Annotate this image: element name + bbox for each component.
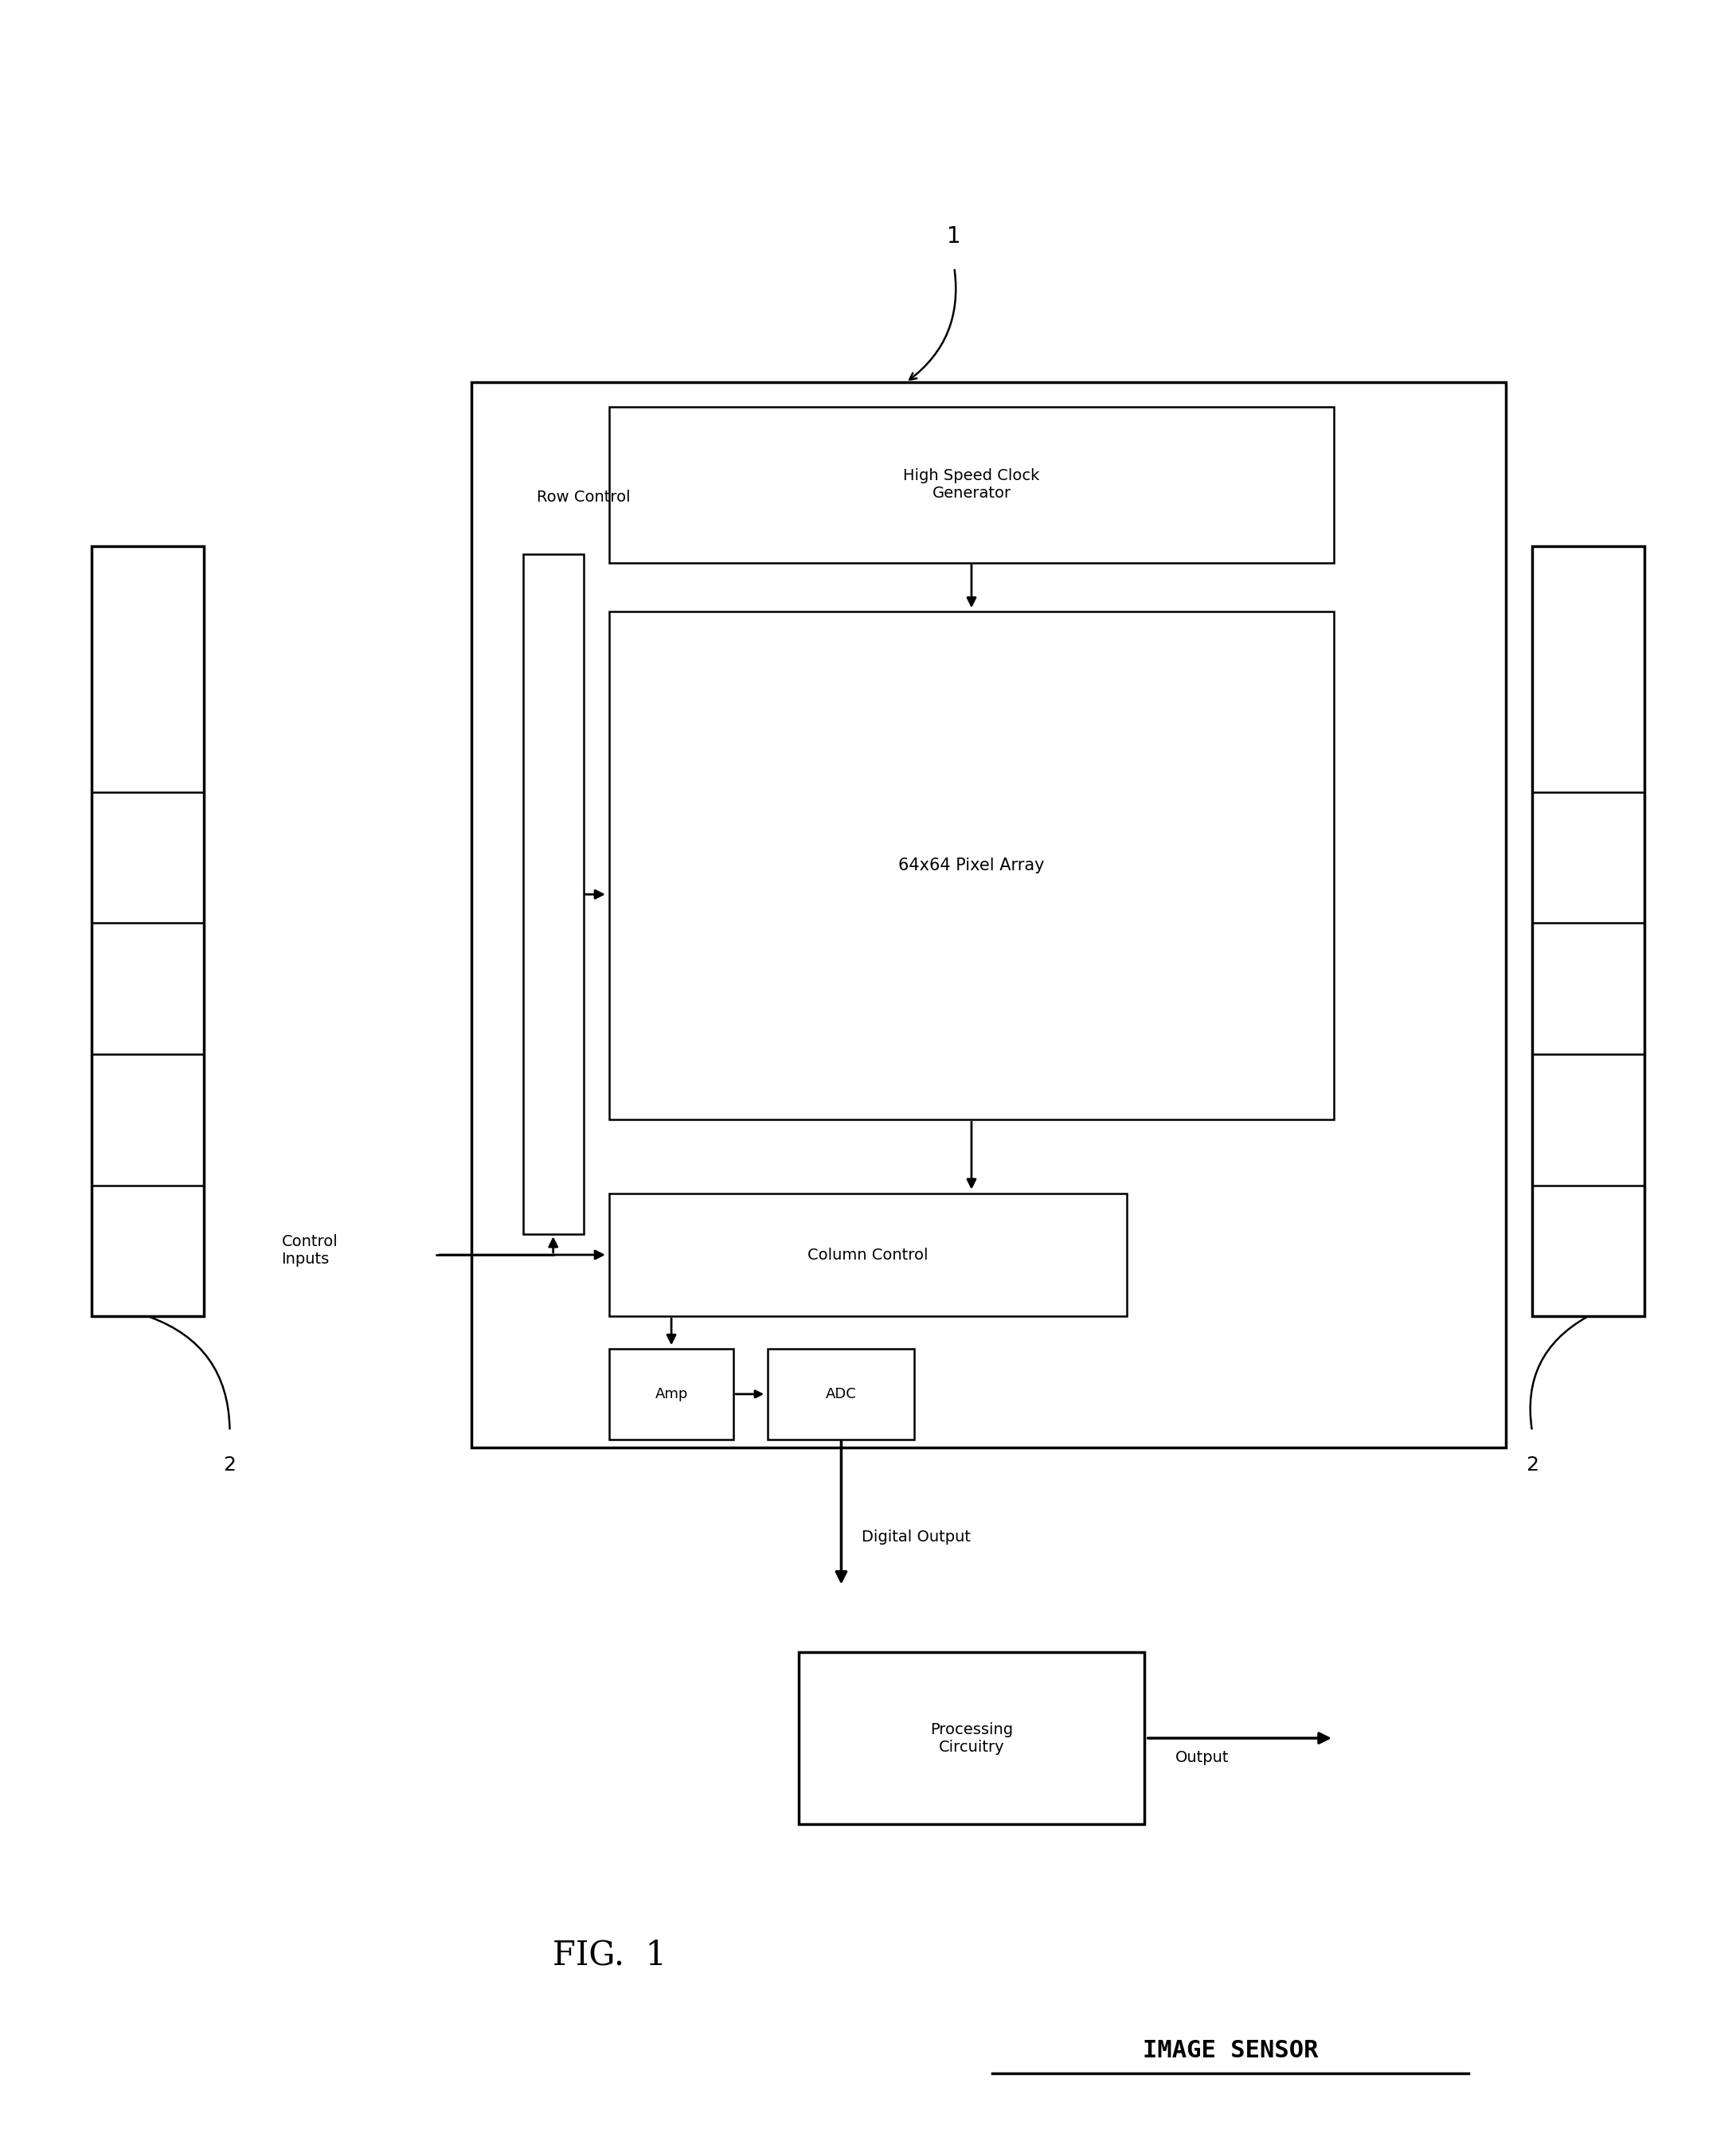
Bar <box>1533 546 1644 1317</box>
Text: Amp: Amp <box>654 1387 687 1400</box>
Text: Control
Inputs: Control Inputs <box>281 1235 339 1267</box>
Bar <box>767 1349 915 1439</box>
Text: 2: 2 <box>1526 1456 1538 1475</box>
Bar <box>609 1349 733 1439</box>
Text: High Speed Clock
Generator: High Speed Clock Generator <box>903 469 1040 501</box>
Text: 1: 1 <box>948 225 962 248</box>
Text: FIG.  1: FIG. 1 <box>552 1938 667 1972</box>
Text: Output: Output <box>1175 1749 1229 1766</box>
Bar <box>470 383 1507 1447</box>
Text: ADC: ADC <box>826 1387 856 1400</box>
Bar <box>609 612 1333 1120</box>
Bar <box>523 555 583 1235</box>
Text: 2: 2 <box>224 1456 236 1475</box>
Text: Column Control: Column Control <box>807 1248 929 1263</box>
Bar <box>609 407 1333 563</box>
Bar <box>92 546 203 1317</box>
Text: Row Control: Row Control <box>536 490 630 505</box>
Text: 64x64 Pixel Array: 64x64 Pixel Array <box>899 859 1045 874</box>
Text: Processing
Circuitry: Processing Circuitry <box>930 1721 1012 1753</box>
Text: IMAGE SENSOR: IMAGE SENSOR <box>1142 2038 1318 2062</box>
Text: Digital Output: Digital Output <box>863 1531 970 1546</box>
Bar <box>609 1193 1127 1317</box>
Bar <box>799 1653 1144 1824</box>
